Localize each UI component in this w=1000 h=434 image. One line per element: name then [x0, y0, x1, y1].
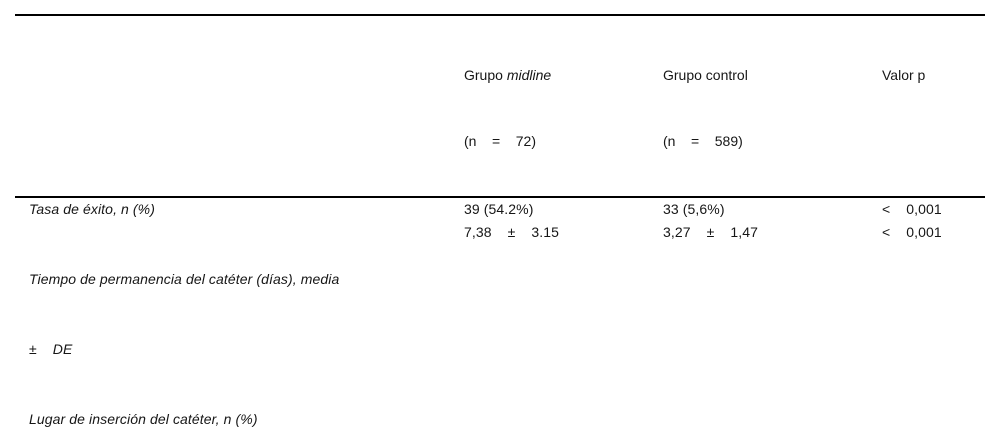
row-label: Tasa de éxito, n (%) — [29, 201, 155, 217]
row-label-line1: Tiempo de permanencia del catéter (días)… — [29, 270, 340, 287]
cell-control: 33 (5,6%) — [663, 201, 725, 217]
header-midline-prefix: Grupo — [464, 67, 507, 83]
table-row: Tasa de éxito, n (%) 39 (54.2%) 33 (5,6%… — [15, 197, 985, 221]
table-body: Tasa de éxito, n (%) 39 (54.2%) 33 (5,6%… — [15, 197, 985, 434]
header-row: Grupo midline (n = 72) Grupo control (n … — [15, 15, 985, 198]
cell-control — [663, 408, 882, 431]
table-row: Tiempo de permanencia del catéter (días)… — [15, 221, 985, 407]
cell-pvalue: < 0,001 — [882, 224, 942, 241]
row-label: Tiempo de permanencia del catéter (días)… — [15, 221, 464, 407]
cell-midline: 7,38 ± 3.15 — [464, 224, 559, 241]
table-row: Lugar de inserción del catéter, n (%) — [15, 408, 985, 431]
header-pvalue-title: Valor p — [882, 67, 926, 83]
header-midline-n: (n = 72) — [464, 133, 536, 149]
header-control-n: (n = 589) — [663, 133, 743, 149]
row-label-line2: ± DE — [29, 340, 73, 357]
cell-control: 3,27 ± 1,47 — [663, 224, 758, 241]
cell-pvalue: < 0,001 — [882, 201, 942, 217]
comparison-table: Grupo midline (n = 72) Grupo control (n … — [15, 14, 985, 434]
cell-midline — [464, 408, 663, 431]
table-header: Grupo midline (n = 72) Grupo control (n … — [15, 15, 985, 198]
header-control-title: Grupo control — [663, 67, 748, 83]
header-cell-midline-group: Grupo midline (n = 72) — [464, 15, 663, 198]
header-midline-title: Grupo midline — [464, 64, 663, 86]
header-midline-emphasis: midline — [506, 67, 552, 83]
header-cell-control-group: Grupo control (n = 589) — [663, 15, 882, 198]
row-label: Lugar de inserción del catéter, n (%) — [29, 410, 258, 427]
cell-pvalue — [882, 408, 985, 431]
cell-midline: 39 (54.2%) — [464, 201, 534, 217]
header-cell-empty — [15, 15, 464, 198]
header-cell-pvalue: Valor p — [882, 15, 985, 198]
